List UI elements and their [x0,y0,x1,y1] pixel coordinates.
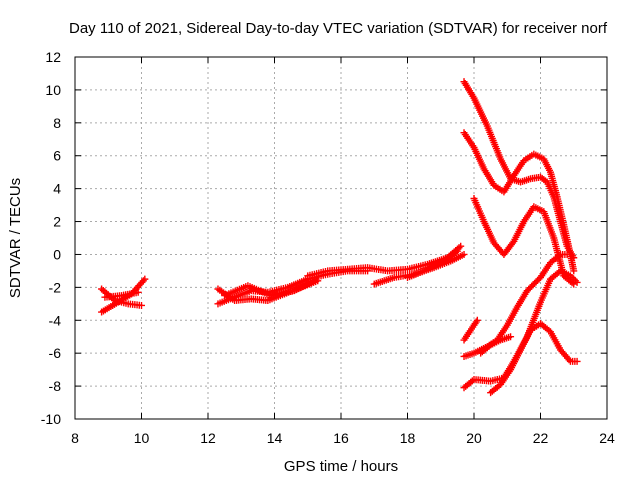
x-tick-label: 20 [466,430,482,446]
series-arc-n [487,320,581,397]
series-arc-m [460,267,581,392]
series-arc-i [404,247,461,281]
x-axis-label: GPS time / hours [284,458,398,475]
data-point [570,267,578,275]
data-point [460,250,468,258]
y-tick-label: 8 [53,115,61,131]
y-tick-label: -8 [49,378,62,394]
series-arc-k [460,129,578,275]
series-arc-f [221,277,318,300]
data-point [141,275,149,283]
axis-ticks [74,56,608,420]
y-tick-label: -4 [49,312,62,328]
x-tick-label: 14 [267,430,283,446]
series-arc-q [477,333,515,357]
series-arc-c [101,288,142,301]
data-point [310,277,318,285]
y-tick-label: -6 [49,345,62,361]
y-tick-label: -10 [41,411,61,427]
data-point [507,333,515,341]
y-tick-label: -2 [49,279,62,295]
data-point [457,242,465,250]
data-point [138,301,145,309]
x-tick-label: 18 [400,430,416,446]
y-tick-label: 2 [53,214,61,230]
data-point [453,247,461,255]
data-point [573,278,581,286]
x-tick-label: 10 [134,430,150,446]
data-point [134,288,142,296]
chart-title: Day 110 of 2021, Sidereal Day-to-day VTE… [69,20,608,37]
y-axis-label: SDTVAR / TECUs [7,178,24,298]
x-tick-label: 16 [333,430,349,446]
data-point [573,357,581,365]
y-tick-label: 10 [45,82,61,98]
x-tick-label: 22 [533,430,549,446]
x-tick-label: 8 [71,430,79,446]
data-point [473,316,481,324]
series-arc-p [460,316,481,344]
y-tick-label: 4 [53,181,61,197]
y-tick-label: 12 [45,49,61,65]
series-layer [98,78,581,397]
x-tick-label: 24 [599,430,615,446]
y-tick-label: 0 [53,246,61,262]
y-tick-label: 6 [53,148,61,164]
data-point [563,250,571,258]
grid [75,57,607,419]
series-arc-o [460,250,571,360]
x-tick-label: 12 [200,430,216,446]
